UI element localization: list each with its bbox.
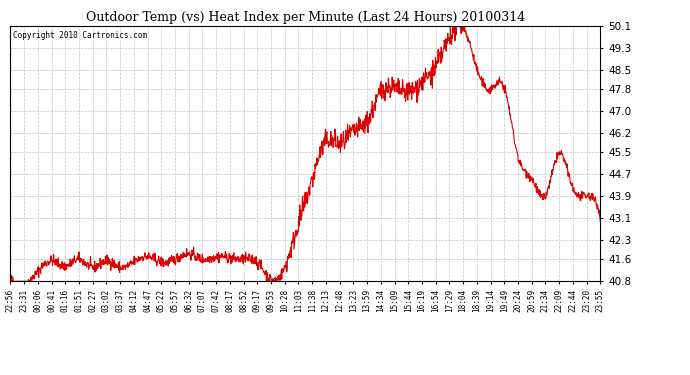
Title: Outdoor Temp (vs) Heat Index per Minute (Last 24 Hours) 20100314: Outdoor Temp (vs) Heat Index per Minute … [86, 11, 525, 24]
Text: Copyright 2010 Cartronics.com: Copyright 2010 Cartronics.com [13, 32, 148, 40]
